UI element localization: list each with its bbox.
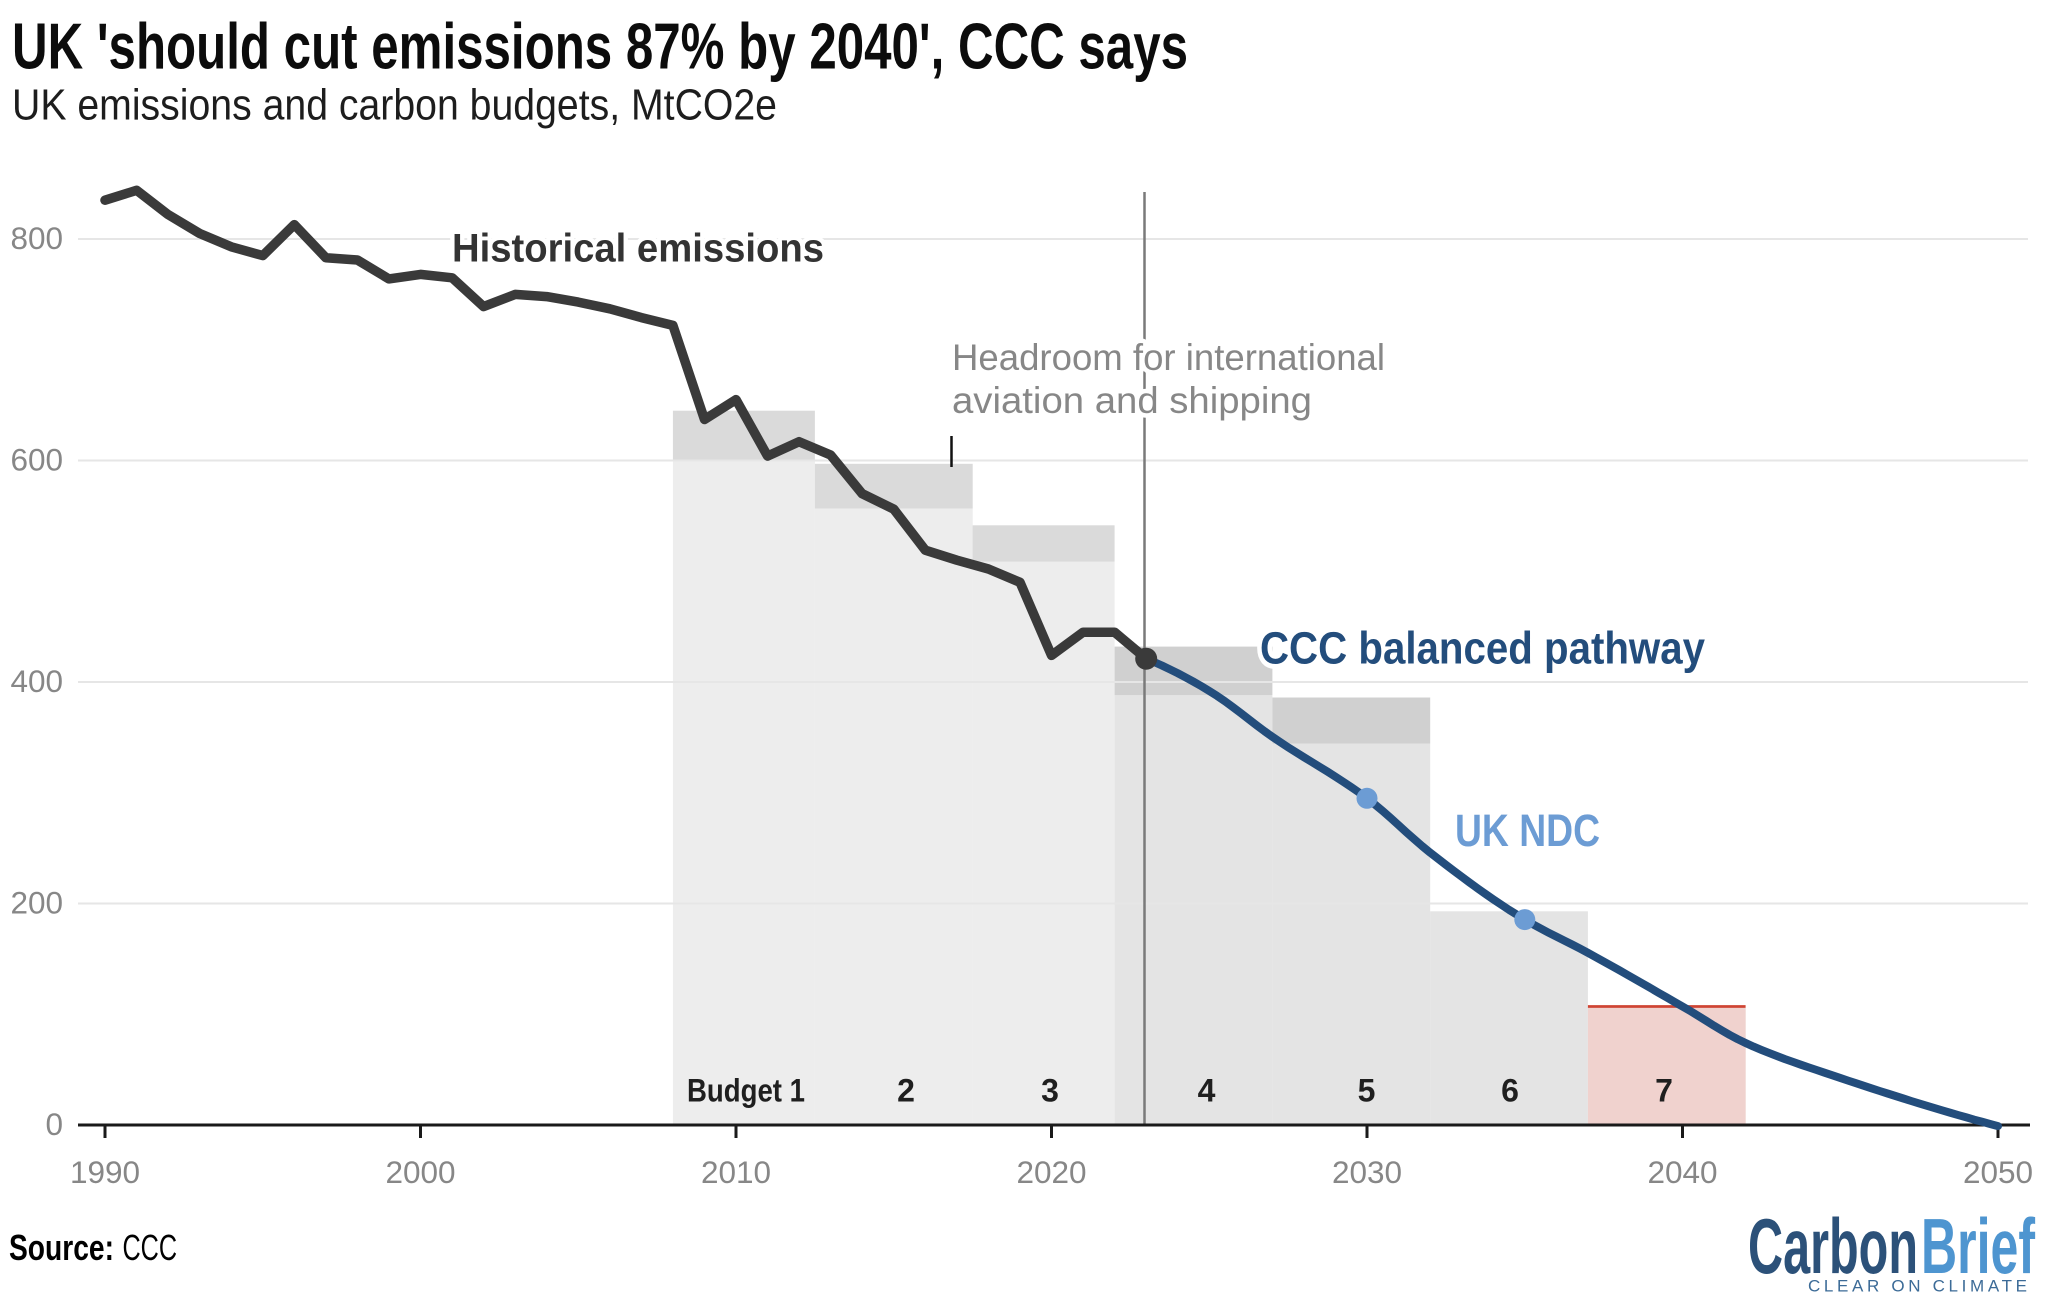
svg-text:2010: 2010 xyxy=(701,1154,771,1190)
svg-text:2050: 2050 xyxy=(1963,1154,2033,1190)
svg-text:2000: 2000 xyxy=(385,1154,455,1190)
svg-text:2: 2 xyxy=(897,1073,915,1109)
svg-text:2040: 2040 xyxy=(1647,1154,1717,1190)
svg-text:Carbon: Carbon xyxy=(1748,1202,1918,1290)
svg-text:400: 400 xyxy=(10,663,63,699)
svg-text:3: 3 xyxy=(1041,1073,1059,1109)
svg-text:7: 7 xyxy=(1655,1073,1673,1109)
svg-text:Budget 1: Budget 1 xyxy=(687,1073,805,1109)
svg-text:UK 'should cut emissions 87% b: UK 'should cut emissions 87% by 2040', C… xyxy=(12,10,1188,83)
svg-text:0: 0 xyxy=(45,1106,63,1142)
svg-text:4: 4 xyxy=(1198,1073,1216,1109)
svg-text:UK emissions and carbon budget: UK emissions and carbon budgets, MtCO2e xyxy=(12,81,777,130)
svg-text:2020: 2020 xyxy=(1016,1154,1086,1190)
svg-text:CLEAR ON CLIMATE: CLEAR ON CLIMATE xyxy=(1808,1277,2027,1296)
svg-text:800: 800 xyxy=(10,220,63,256)
svg-text:1990: 1990 xyxy=(70,1154,140,1190)
svg-text:UK NDC: UK NDC xyxy=(1455,805,1600,856)
svg-text:6: 6 xyxy=(1501,1073,1519,1109)
svg-text:Brief: Brief xyxy=(1921,1202,2036,1290)
svg-text:5: 5 xyxy=(1358,1073,1376,1109)
svg-text:2030: 2030 xyxy=(1332,1154,1402,1190)
svg-text:600: 600 xyxy=(10,442,63,478)
svg-text:Source:CCC: Source: CCC xyxy=(9,1227,177,1268)
svg-text:CCC balanced pathway: CCC balanced pathway xyxy=(1260,623,1705,674)
svg-text:Headroom for international: Headroom for international xyxy=(952,337,1385,378)
svg-text:200: 200 xyxy=(10,885,63,921)
svg-text:aviation and shipping: aviation and shipping xyxy=(952,380,1312,421)
svg-text:Historical emissions: Historical emissions xyxy=(452,227,824,271)
